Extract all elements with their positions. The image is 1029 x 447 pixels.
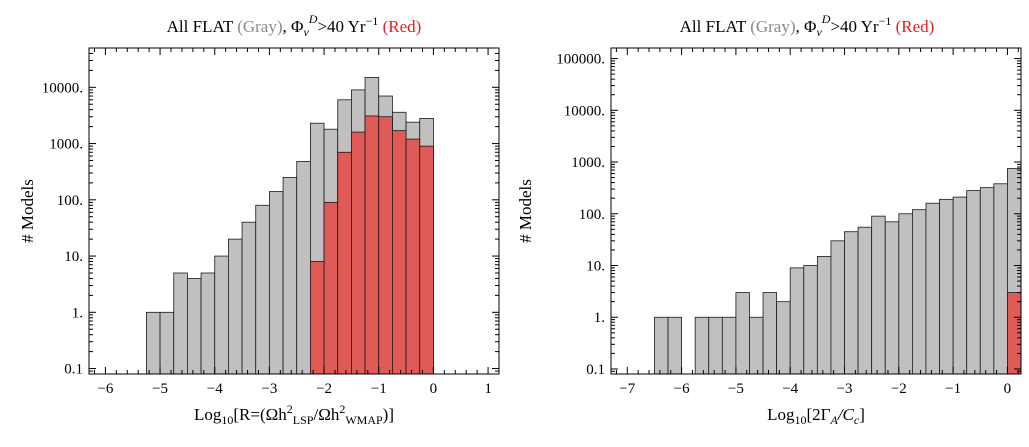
right-y-tick-label: 100. <box>579 207 605 223</box>
chart-left-ylabel: # Models <box>18 179 37 243</box>
left-y-tick-label: 100. <box>57 193 83 209</box>
left-red-bars <box>309 115 434 375</box>
right-y-tick-label: 1. <box>594 310 605 326</box>
left-gray-bar <box>255 204 270 375</box>
right-gray-bar <box>749 316 764 375</box>
left-y-tick-label: 10000. <box>42 80 83 96</box>
right-x-tick-label: −3 <box>837 381 853 397</box>
left-red-bar <box>391 130 407 375</box>
chart-left-xlabel: Log10[R=(Ωh2LSP/Ωh2WMAP)] <box>194 402 394 427</box>
right-x-tick-label: −7 <box>619 381 635 397</box>
right-gray-bar <box>830 240 845 375</box>
right-gray-bar <box>911 209 927 375</box>
right-gray-bar <box>925 202 940 375</box>
right-gray-bar <box>803 265 818 375</box>
left-gray-bar <box>159 311 175 375</box>
right-gray-bar <box>694 316 710 375</box>
right-gray-bar <box>939 198 954 375</box>
left-x-tick-label: −6 <box>97 381 113 397</box>
left-x-tick-label: −4 <box>207 381 223 397</box>
chart-left-frame <box>88 47 500 375</box>
left-axis-ticks: −6 −5 −4 −3 −2 −1 0 1 0.1 1. 10. 100. 1000. 10000. <box>42 47 500 397</box>
left-x-tick-label: −3 <box>261 381 277 397</box>
left-gray-bar <box>173 272 188 375</box>
right-y-tick-label: 10. <box>586 259 605 275</box>
left-y-tick-label: 10. <box>64 249 83 265</box>
right-gray-bar <box>884 221 900 375</box>
right-axis-ticks: −7 −6 −5 −4 −3 −2 −1 0 0.1 1. 10. 100. 1000. 10000. 10… <box>556 48 1021 397</box>
right-y-tick-label: 100000. <box>556 52 605 68</box>
left-red-bar <box>405 138 421 375</box>
chart-right-title: All FLAT (Gray), ΦνD>40 Yr−1 (Red) <box>680 12 935 39</box>
right-gray-bar <box>857 226 873 375</box>
left-gray-bar <box>241 221 257 375</box>
right-gray-bar <box>762 292 778 375</box>
right-x-tick-label: −6 <box>674 381 690 397</box>
chart-right-ylabel: # Models <box>516 179 535 243</box>
left-red-bar <box>364 115 380 375</box>
chart-right-frame <box>610 47 1022 375</box>
right-gray-bar <box>735 292 750 375</box>
right-gray-bars <box>654 168 1022 375</box>
right-x-tick-label: −2 <box>891 381 907 397</box>
right-gray-bar <box>979 187 995 375</box>
right-gray-bar <box>721 316 737 375</box>
chart-right-xlabel: Log10[2ΓA/Cc] <box>767 405 865 427</box>
left-red-bar <box>337 151 352 375</box>
left-red-bar <box>323 201 339 375</box>
right-gray-bar <box>966 190 981 375</box>
right-gray-bar <box>871 215 886 375</box>
left-y-tick-label: 1000. <box>49 137 83 153</box>
chart-left: All FLAT (Gray), ΦνD>40 Yr−1 (Red) −6 −5−… <box>18 12 500 427</box>
left-gray-bar <box>145 311 161 375</box>
left-x-tick-label: −1 <box>371 381 387 397</box>
left-red-bar <box>378 116 393 375</box>
left-red-bar <box>419 145 434 375</box>
left-gray-bar <box>282 177 298 375</box>
left-gray-bar <box>296 161 311 375</box>
right-gray-bar <box>654 316 669 375</box>
right-x-tick-label: −4 <box>782 381 798 397</box>
left-gray-bar <box>214 255 229 375</box>
right-gray-bar <box>993 183 1008 375</box>
left-gray-bar <box>227 238 243 375</box>
right-gray-bar <box>708 316 723 375</box>
right-y-tick-label: 10000. <box>564 103 605 119</box>
right-gray-bar <box>816 256 832 375</box>
right-gray-bar <box>667 316 682 375</box>
right-x-tick-label: 0 <box>1004 381 1012 397</box>
left-red-bar <box>350 131 366 375</box>
right-y-tick-label: 1000. <box>571 155 605 171</box>
left-gray-bar <box>186 278 202 375</box>
left-y-tick-label: 0.1 <box>64 362 83 378</box>
right-x-tick-label: −1 <box>945 381 961 397</box>
right-gray-bar <box>898 213 913 375</box>
left-x-tick-label: 0 <box>430 381 438 397</box>
left-x-tick-label: 1 <box>484 381 492 397</box>
left-x-tick-label: −2 <box>316 381 332 397</box>
right-gray-bar <box>952 196 968 375</box>
left-y-tick-label: 1. <box>72 305 83 321</box>
left-x-tick-label: −5 <box>152 381 168 397</box>
chart-left-title: All FLAT (Gray), ΦνD>40 Yr−1 (Red) <box>167 12 422 39</box>
right-gray-bar <box>789 267 805 375</box>
right-y-tick-label: 0.1 <box>586 362 605 378</box>
right-gray-bar <box>776 301 791 375</box>
left-red-bar <box>309 261 325 375</box>
left-gray-bar <box>268 191 284 375</box>
left-gray-bar <box>200 272 216 375</box>
right-gray-bar <box>844 231 859 375</box>
chart-right: All FLAT (Gray), ΦνD>40 Yr−1 (Red) −7 −6−… <box>516 12 1022 427</box>
right-x-tick-label: −5 <box>728 381 744 397</box>
